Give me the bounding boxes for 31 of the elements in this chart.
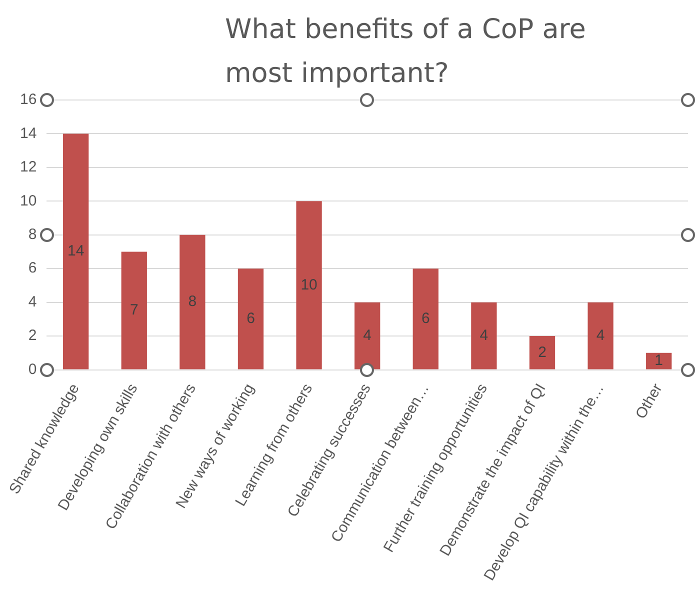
y-tick-label: 10 xyxy=(20,192,37,210)
y-tick-label: 2 xyxy=(28,327,37,344)
data-label: 4 xyxy=(480,326,488,344)
y-tick-label: 8 xyxy=(28,226,37,244)
y-tick-label: 16 xyxy=(20,91,37,108)
bar xyxy=(646,352,672,370)
data-label: 8 xyxy=(188,293,197,310)
data-label: 7 xyxy=(130,302,138,319)
y-tick-label: 4 xyxy=(28,293,37,310)
y-tick-label: 6 xyxy=(28,260,37,277)
bar xyxy=(412,268,438,370)
data-label: 14 xyxy=(67,242,84,260)
data-label: 4 xyxy=(596,326,605,344)
data-label: 6 xyxy=(421,310,430,328)
y-tick-label: 12 xyxy=(20,158,37,176)
bar xyxy=(121,252,147,370)
data-label: 4 xyxy=(363,326,372,344)
data-label: 6 xyxy=(246,310,255,328)
bar xyxy=(296,201,322,370)
data-label: 2 xyxy=(538,344,546,361)
bar xyxy=(529,336,556,370)
y-tick-label: 0 xyxy=(28,360,37,378)
bar xyxy=(588,302,614,370)
bar xyxy=(238,268,264,370)
data-label: 10 xyxy=(300,276,318,294)
data-label: 1 xyxy=(654,352,664,370)
bar xyxy=(63,134,89,370)
chart-title: What benefits of a CoP are most important? xyxy=(225,13,587,91)
bar xyxy=(180,234,206,370)
bar xyxy=(471,302,497,370)
y-tick-label: 14 xyxy=(20,124,37,142)
